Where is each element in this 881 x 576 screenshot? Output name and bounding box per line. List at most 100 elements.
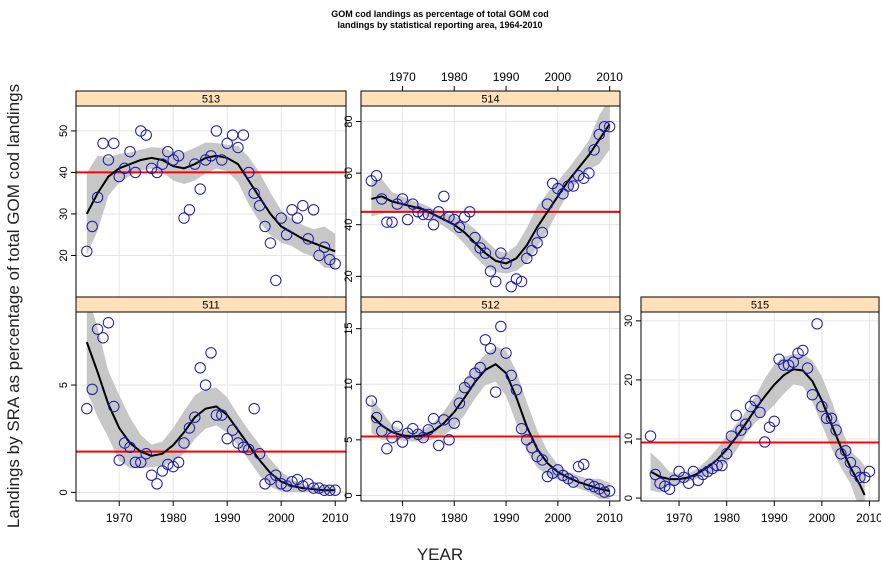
y-tick-label: 20	[343, 270, 355, 282]
data-point	[768, 415, 780, 427]
data-point	[510, 384, 523, 396]
data-point	[422, 424, 435, 436]
x-tick-label: 2010	[596, 511, 623, 525]
data-point	[243, 166, 255, 179]
data-point	[129, 166, 142, 179]
data-point	[531, 237, 543, 249]
panel-513: 513 20 30 40 50	[58, 90, 347, 298]
data-point	[854, 471, 866, 484]
y-tick-label: 20	[623, 374, 635, 386]
data-point	[417, 431, 429, 444]
strip-label-513: 513	[202, 94, 220, 106]
x-tick-label: 1970	[666, 511, 693, 525]
data-point	[787, 356, 800, 368]
data-point	[140, 129, 152, 141]
data-point	[194, 362, 206, 374]
data-point	[720, 448, 733, 460]
data-point	[557, 188, 569, 200]
y-tick-label: 50	[58, 125, 70, 137]
data-point	[221, 433, 233, 445]
strip-511	[75, 296, 347, 313]
data-point	[297, 480, 309, 492]
data-point	[232, 141, 244, 154]
x-tick-label: 1970	[389, 511, 416, 525]
data-point	[583, 167, 595, 179]
x-tick-label: 1970	[389, 70, 416, 84]
data-point	[270, 469, 282, 481]
data-point	[162, 458, 174, 471]
data-point	[264, 237, 277, 249]
data-point	[286, 204, 298, 216]
y-tick-label: 10	[343, 378, 355, 390]
data-point	[329, 258, 341, 270]
data-point	[663, 483, 676, 495]
data-point	[443, 211, 455, 223]
strip-512	[360, 296, 621, 313]
data-point	[427, 219, 440, 231]
chart-title-line-1: GOM cod landings as percentage of total …	[331, 9, 549, 19]
data-point	[407, 198, 419, 210]
data-point	[221, 137, 233, 150]
data-point	[749, 394, 761, 407]
data-point	[448, 213, 460, 226]
strip-label-511: 511	[202, 300, 220, 312]
x-tick-label: 1990	[761, 511, 788, 525]
data-point	[189, 411, 201, 423]
chart-title-line-2: landings by statistical reporting area, …	[337, 20, 542, 30]
data-point	[578, 458, 590, 471]
data-point	[248, 187, 260, 199]
data-point	[307, 204, 320, 216]
data-point	[820, 412, 833, 425]
data-points	[365, 320, 616, 498]
x-tick-label: 1990	[214, 511, 241, 525]
data-points	[365, 120, 616, 293]
data-point	[469, 231, 481, 244]
panel-511: 511 0 5 1970 1980 1990 2000 2010	[58, 296, 349, 525]
data-point	[113, 454, 125, 466]
data-point	[102, 154, 115, 166]
data-point	[253, 199, 266, 212]
data-point	[500, 257, 512, 270]
x-tick-label: 1990	[493, 70, 520, 84]
data-point	[237, 129, 250, 141]
data-point	[183, 422, 196, 434]
data-point	[156, 465, 169, 477]
data-point	[495, 320, 507, 333]
data-point	[583, 478, 595, 491]
data-point	[118, 162, 131, 174]
data-point	[830, 424, 842, 436]
strip-515	[640, 296, 880, 313]
y-tick-label: 10	[623, 433, 635, 445]
data-point	[81, 402, 93, 415]
data-point	[172, 456, 185, 469]
data-point	[102, 317, 115, 329]
data-point	[248, 402, 260, 415]
data-point	[844, 456, 857, 469]
x-tick-label: 1970	[106, 511, 133, 525]
data-point	[297, 199, 309, 212]
data-point	[759, 436, 771, 448]
y-axis-label: Landings by SRA as percentage of total G…	[4, 84, 23, 528]
confidence-band	[650, 354, 865, 501]
y-tick-label: 20	[58, 249, 70, 261]
data-point	[210, 409, 223, 421]
data-point	[237, 441, 250, 454]
data-point	[716, 459, 728, 472]
data-point	[81, 245, 93, 258]
data-point	[381, 216, 393, 228]
data-point	[417, 208, 429, 221]
data-point	[572, 460, 585, 473]
data-point	[226, 424, 239, 436]
panel-512: 512 0 5 10 15 1970 1980 1990 2000 2010	[343, 296, 623, 525]
data-point	[370, 411, 383, 424]
data-point	[324, 484, 336, 496]
data-point	[521, 252, 533, 264]
data-point	[453, 397, 466, 409]
data-point	[567, 180, 580, 192]
data-point	[521, 434, 533, 446]
data-point	[302, 233, 314, 245]
data-point	[588, 144, 600, 156]
data-point	[484, 342, 497, 355]
data-point	[313, 482, 325, 494]
